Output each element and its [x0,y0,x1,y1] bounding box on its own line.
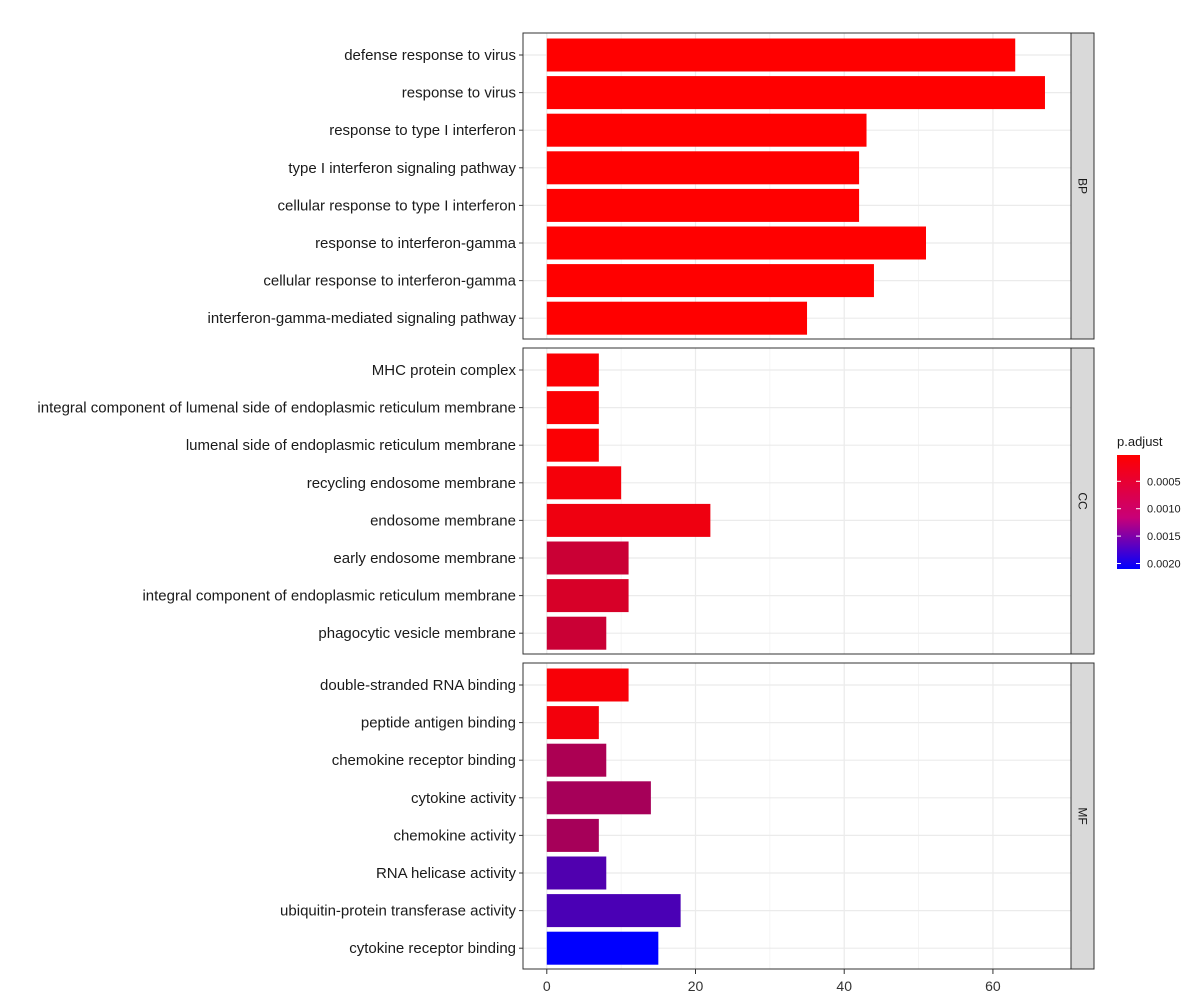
bar [546,353,599,387]
category-label: double-stranded RNA binding [320,677,516,694]
legend-colorbar [1117,455,1140,569]
category-label: interferon-gamma-mediated signaling path… [208,310,517,327]
bar [546,301,808,335]
bar [546,38,1016,72]
bar [546,668,629,702]
category-label: endosome membrane [370,512,516,529]
legend-tick-label: 0.0020 [1147,559,1181,571]
bar [546,894,681,928]
facet-strip-label: BP [1076,178,1090,194]
bar [546,428,599,462]
category-label: cellular response to interferon-gamma [263,273,516,290]
facet-mf: double-stranded RNA binding peptide antig… [280,662,1095,970]
category-label: peptide antigen binding [361,715,516,732]
category-label: cytokine activity [411,790,517,807]
category-label: chemokine activity [393,827,516,844]
category-label: defense response to virus [344,47,516,64]
facet-strip [1070,662,1095,970]
bar [546,391,599,425]
facet-strip [1070,347,1095,655]
category-label: integral component of endoplasmic reticu… [142,588,516,605]
category-label: cellular response to type I interferon [278,197,516,214]
bar [546,466,622,500]
category-label: recycling endosome membrane [307,475,516,492]
category-label: response to interferon-gamma [315,235,517,252]
legend-tick-label: 0.0010 [1147,504,1181,516]
x-tick-label: 20 [688,978,704,994]
bar [546,616,607,650]
bar [546,706,599,740]
facet-panels: defense response to virus response to vir… [37,32,1095,970]
category-label: chemokine receptor binding [332,752,516,769]
category-label: cytokine receptor binding [349,940,516,957]
bar [546,226,927,260]
legend-tick-label: 0.0015 [1147,531,1181,543]
bar [546,743,607,777]
legend-title: p.adjust [1117,434,1163,449]
category-label: lumenal side of endoplasmic reticulum me… [186,437,516,454]
bar [546,818,599,852]
bar [546,188,860,222]
bar [546,931,659,965]
category-label: integral component of lumenal side of en… [37,400,516,417]
category-label: RNA helicase activity [376,865,517,882]
bar [546,541,629,575]
facet-strip [1070,32,1095,340]
bar [546,503,711,537]
x-tick-label: 0 [543,978,551,994]
category-label: MHC protein complex [372,362,517,379]
bar [546,856,607,890]
facet-strip-label: MF [1076,807,1090,824]
legend: p.adjust 0.0005 0.0010 0.0015 0.0020 [1117,434,1181,571]
category-label: phagocytic vesicle membrane [318,625,516,642]
category-label: response to virus [402,85,516,102]
x-tick-label: 60 [985,978,1001,994]
facet-cc: MHC protein complex integral component of… [37,347,1095,655]
legend-tick-label: 0.0005 [1147,476,1181,488]
bar [546,264,874,298]
category-label: response to type I interferon [329,122,516,139]
bar [546,113,867,147]
bar [546,579,629,613]
bar [546,151,860,185]
x-axis: 0 20 40 60 [543,969,1001,994]
x-tick-label: 40 [836,978,852,994]
facet-strip-label: CC [1076,492,1090,510]
category-label: ubiquitin-protein transferase activity [280,903,516,920]
facet-bp: defense response to virus response to vir… [208,32,1095,340]
category-label: early endosome membrane [333,550,516,567]
bar [546,76,1045,110]
category-label: type I interferon signaling pathway [288,160,516,177]
bar [546,781,651,815]
